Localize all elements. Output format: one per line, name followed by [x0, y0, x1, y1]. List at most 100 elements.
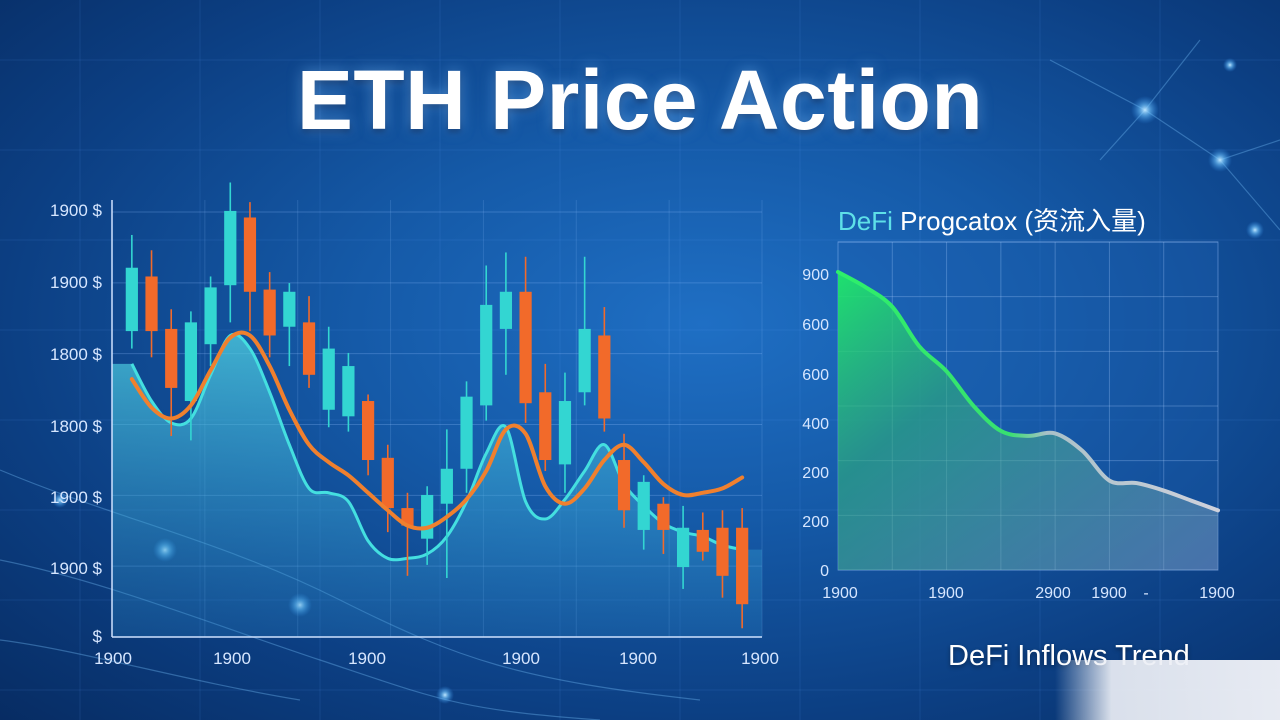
watermark-overlay [1055, 660, 1280, 720]
candle-x-tick: 1900 [213, 649, 251, 668]
candle [598, 307, 611, 432]
candle [558, 372, 572, 493]
inflow-y-tick: 900 [802, 267, 829, 284]
candle [145, 250, 158, 358]
inflow-y-tick: 0 [820, 563, 829, 580]
inflow-area-fill [838, 272, 1218, 570]
candle [736, 508, 749, 629]
candle [322, 326, 335, 428]
inflow-y-tick: 600 [802, 317, 829, 334]
candle [480, 265, 493, 421]
candle [696, 512, 709, 561]
candle-body [696, 529, 709, 552]
candle [184, 311, 198, 441]
candle-y-tick: 1900 $ [50, 488, 103, 507]
candle-body [283, 291, 296, 327]
inflow-title-accent: DeFi [838, 206, 893, 236]
candle [224, 182, 237, 323]
candle-body [204, 287, 217, 345]
candle-body [716, 527, 729, 576]
candle [519, 256, 532, 423]
inflow-x-tick: 2900 [1035, 585, 1071, 602]
candle-x-tick: 1900 [348, 649, 386, 668]
candle [539, 363, 552, 471]
candle-body [342, 366, 355, 417]
candle [657, 497, 670, 554]
candle-body [322, 348, 335, 410]
candle [499, 252, 513, 375]
candle-x-tick: 1900 [619, 649, 657, 668]
candle-body [578, 328, 591, 393]
inflow-chart-title: DeFi Progcatox (资流入量) [838, 201, 1146, 238]
candle [381, 444, 394, 533]
candle-y-tick: 1900 $ [50, 201, 103, 220]
candle-y-tick: 1900 $ [50, 559, 103, 578]
candle-y-tick: 1800 $ [50, 417, 103, 436]
inflow-y-tick: 600 [802, 367, 829, 384]
candle [676, 505, 690, 589]
candle [716, 510, 729, 598]
candle-body [598, 335, 611, 419]
candle-body [637, 481, 650, 530]
candle-body [243, 217, 257, 292]
inflow-x-tick: 1900 [928, 585, 964, 602]
inflow-x-tick: 1900 [1091, 585, 1127, 602]
candle [361, 394, 375, 476]
candles [125, 182, 749, 629]
candle-body [263, 289, 276, 336]
candle [165, 309, 178, 436]
candle-body [460, 396, 473, 469]
page-title: ETH Price Action [296, 53, 984, 147]
candle-body [558, 401, 572, 465]
candle-body [499, 291, 513, 329]
inflow-y-tick: 400 [802, 416, 829, 433]
candle-body [539, 392, 552, 461]
candle [283, 283, 296, 367]
candle [440, 429, 453, 579]
candle-x-tick: 1900 [94, 649, 132, 668]
candle [243, 202, 257, 332]
candle [617, 433, 631, 528]
candle-body [302, 322, 316, 375]
inflow-x-tick: 1900 [822, 585, 858, 602]
candle-area-fill [112, 334, 762, 637]
candle-body [401, 508, 414, 526]
candle [401, 492, 414, 576]
inflow-title-rest: Progcatox (资流入量) [900, 206, 1146, 236]
candle-body [440, 468, 453, 504]
candle-body [361, 401, 375, 461]
candle-body [381, 457, 394, 509]
candle-body [224, 210, 237, 286]
candle-body [676, 527, 690, 568]
inflow-y-tick: 200 [802, 465, 829, 482]
inflow-x-tick: - [1143, 585, 1148, 602]
candle [637, 475, 650, 550]
candle-body [617, 460, 631, 511]
inflow-line [836, 270, 1220, 513]
candle-body [145, 276, 158, 332]
candle [578, 256, 591, 406]
inflow-x-tick: 1900 [1199, 585, 1235, 602]
candle-y-tick: $ [93, 627, 103, 646]
candle-body [657, 503, 670, 530]
candle-x-tick: 1900 [741, 649, 779, 668]
candle [460, 381, 473, 493]
candle-x-tick: 1900 [502, 649, 540, 668]
candle-y-tick: 1800 $ [50, 345, 103, 364]
candle-body [519, 291, 532, 404]
candle-y-tick: 1900 $ [50, 273, 103, 292]
candle [302, 296, 316, 388]
candle [263, 272, 276, 358]
candle-body [184, 322, 198, 402]
candle [125, 234, 138, 349]
candle-body [480, 304, 493, 406]
candle [342, 352, 355, 432]
inflow-y-tick: 200 [802, 514, 829, 531]
candle-body [736, 527, 749, 605]
moving-average-line [129, 330, 745, 531]
candle-body [165, 328, 178, 388]
candle [204, 276, 217, 367]
candle-body [125, 267, 138, 332]
